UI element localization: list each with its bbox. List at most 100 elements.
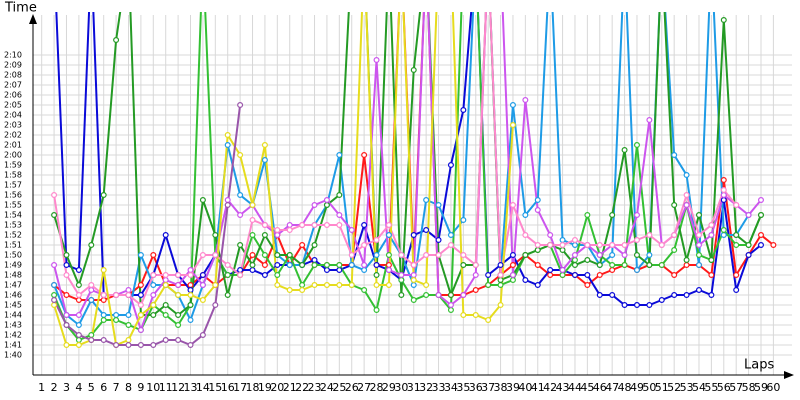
point xyxy=(609,242,616,249)
point xyxy=(671,247,678,254)
point xyxy=(770,242,777,249)
x-tick-label: 42 xyxy=(543,381,557,394)
point xyxy=(733,272,740,279)
y-tick-label: 1:47 xyxy=(4,281,22,290)
point xyxy=(100,337,107,344)
point xyxy=(497,302,504,309)
y-tick-label: 2:06 xyxy=(4,91,22,100)
point xyxy=(671,272,678,279)
point xyxy=(311,282,318,289)
point xyxy=(410,232,417,239)
point xyxy=(423,282,430,289)
x-tick-label: 1 xyxy=(38,381,45,394)
x-tick-label: 35 xyxy=(456,381,470,394)
point xyxy=(472,312,479,319)
x-tick-label: 45 xyxy=(580,381,594,394)
point xyxy=(633,302,640,309)
point xyxy=(274,272,281,279)
point xyxy=(175,312,182,319)
x-tick-label: 34 xyxy=(444,381,458,394)
point xyxy=(385,267,392,274)
x-tick-label: 26 xyxy=(345,381,359,394)
point xyxy=(596,252,603,259)
point xyxy=(336,212,343,219)
point xyxy=(100,267,107,274)
point xyxy=(199,332,206,339)
point xyxy=(609,292,616,299)
x-tick-label: 47 xyxy=(605,381,619,394)
x-tick-label: 15 xyxy=(208,381,222,394)
point xyxy=(385,232,392,239)
point xyxy=(658,262,665,269)
point xyxy=(361,152,368,159)
point xyxy=(472,272,479,279)
point xyxy=(348,252,355,259)
series-line xyxy=(53,12,762,342)
x-tick-label: 19 xyxy=(258,381,272,394)
point xyxy=(323,282,330,289)
point xyxy=(187,287,194,294)
point xyxy=(75,322,82,329)
point xyxy=(361,222,368,229)
series-line xyxy=(53,12,762,334)
point xyxy=(609,252,616,259)
point xyxy=(137,292,144,299)
point xyxy=(522,96,529,103)
point xyxy=(150,272,157,279)
point xyxy=(522,212,529,219)
point xyxy=(125,342,132,349)
point xyxy=(757,242,764,249)
point xyxy=(683,257,690,264)
point xyxy=(75,337,82,344)
point xyxy=(671,232,678,239)
point xyxy=(299,222,306,229)
point xyxy=(361,242,368,249)
point xyxy=(633,212,640,219)
point xyxy=(658,297,665,304)
x-tick-label: 55 xyxy=(704,381,718,394)
point xyxy=(175,337,182,344)
point xyxy=(683,292,690,299)
point xyxy=(311,222,318,229)
point xyxy=(150,292,157,299)
x-tick-label: 3 xyxy=(63,381,70,394)
point xyxy=(646,116,653,123)
y-tick-label: 2:03 xyxy=(4,121,22,130)
point xyxy=(509,101,516,108)
x-tick-label: 51 xyxy=(655,381,669,394)
point xyxy=(261,272,268,279)
point xyxy=(63,342,70,349)
point xyxy=(63,292,70,299)
point xyxy=(75,267,82,274)
point xyxy=(609,262,616,269)
point xyxy=(522,252,529,259)
point xyxy=(423,252,430,259)
point xyxy=(311,242,318,249)
y-tick-label: 1:44 xyxy=(4,311,22,320)
x-tick-label: 4 xyxy=(75,381,82,394)
point xyxy=(100,317,107,324)
point xyxy=(671,292,678,299)
point xyxy=(509,277,516,284)
point xyxy=(299,262,306,269)
point xyxy=(237,267,244,274)
point xyxy=(150,342,157,349)
point xyxy=(485,272,492,279)
point xyxy=(646,262,653,269)
point xyxy=(373,282,380,289)
x-tick-label: 48 xyxy=(618,381,632,394)
x-tick-label: 52 xyxy=(667,381,681,394)
point xyxy=(274,232,281,239)
point xyxy=(385,252,392,259)
point xyxy=(51,297,58,304)
point xyxy=(212,252,219,259)
point xyxy=(534,282,541,289)
point xyxy=(373,252,380,259)
y-tick-label: 1:52 xyxy=(4,231,22,240)
point xyxy=(410,282,417,289)
point xyxy=(584,257,591,264)
x-tick-label: 10 xyxy=(146,381,160,394)
point xyxy=(299,282,306,289)
point xyxy=(733,202,740,209)
